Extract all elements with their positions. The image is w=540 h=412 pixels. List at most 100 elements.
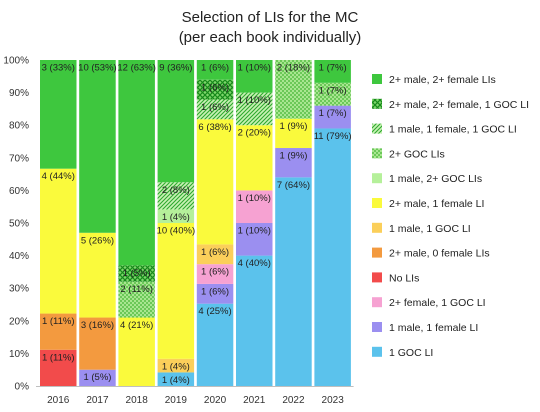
bar-segment — [118, 60, 155, 266]
bar-segment — [196, 264, 234, 284]
legend-label: 2+ male, 1 female LI — [389, 198, 484, 210]
bar-segment — [275, 148, 312, 178]
legend-label: 2+ female, 1 GOC LI — [389, 297, 486, 309]
legend-swatch — [372, 346, 382, 357]
bar-segment — [196, 119, 234, 245]
legend: 2+ male, 2+ female LIs 2+ male, 2+ female… — [372, 74, 529, 359]
bar-segment — [196, 79, 234, 100]
legend-item: 1 male, 1 female LI — [372, 322, 478, 334]
bar-segment — [79, 317, 116, 370]
bar-segment — [314, 105, 351, 129]
bar-segment — [236, 255, 273, 386]
legend-item: 2+ female, 1 GOC LI — [372, 297, 486, 309]
legend-swatch — [372, 272, 382, 283]
bar-segment — [79, 232, 116, 318]
legend-item: 1 male, 2+ GOC LIs — [372, 173, 482, 185]
bar-segment — [79, 60, 116, 233]
legend-swatch — [372, 297, 382, 308]
legend-item: 1 male, 1 GOC LI — [372, 222, 471, 235]
bar-segment — [118, 281, 155, 318]
bar-data-label: 1 (4%) — [162, 361, 190, 372]
legend-label: 1 male, 1 female LI — [389, 322, 478, 334]
y-tick-label: 90% — [9, 88, 29, 99]
legend-label: 2+ GOC LIs — [389, 148, 445, 160]
legend-label: 2+ male, 2+ female, 1 GOC LI — [389, 99, 529, 111]
legend-label: 1 male, 1 GOC LI — [389, 223, 471, 235]
bar-segment — [157, 60, 195, 183]
y-tick-label: 10% — [9, 349, 29, 360]
chart-title: Selection of LIs for the MC — [182, 9, 359, 26]
bar-segment — [157, 372, 195, 386]
bar-data-label: 4 (25%) — [198, 306, 231, 317]
bar-segment — [275, 177, 312, 386]
bar-segment — [40, 313, 77, 350]
bar-data-label: 2 (11%) — [120, 284, 153, 295]
bar-data-label: 1 (10%) — [238, 226, 271, 237]
bar-segment — [40, 168, 77, 314]
bar-data-label: 1 (10%) — [238, 63, 271, 74]
bar-data-label: 11 (79%) — [314, 131, 352, 142]
bar-data-label: 1 (5%) — [123, 268, 151, 279]
legend-item: No LIs — [372, 272, 419, 284]
bar-segment — [196, 303, 234, 386]
y-tick-label: 70% — [9, 153, 29, 164]
bar-segment — [236, 223, 273, 256]
bar-segment — [236, 92, 273, 126]
y-tick-label: 100% — [3, 56, 29, 67]
legend-swatch — [372, 173, 382, 184]
bar-data-label: 2 (20%) — [238, 128, 271, 139]
legend-label: 1 GOC LI — [389, 347, 433, 359]
bar-segment — [40, 60, 77, 169]
bar-segment — [157, 358, 195, 373]
legend-item: 2+ GOC LIs — [372, 148, 445, 160]
legend-swatch — [372, 198, 382, 208]
bar-data-label: 1 (6%) — [201, 247, 229, 258]
bar-data-label: 1 (7%) — [319, 85, 347, 96]
bar-data-label: 1 (6%) — [201, 286, 229, 297]
x-tick-label: 2022 — [282, 395, 305, 406]
x-tick-label: 2023 — [322, 395, 345, 406]
bar-data-label: 1 (4%) — [162, 375, 190, 386]
y-tick-label: 60% — [9, 186, 29, 197]
bar-segment — [236, 125, 273, 191]
x-axis: 2016 2017 2018 2019 2020 2021 2022 2023 — [36, 386, 354, 406]
legend-label: 1 male, 2+ GOC LIs — [389, 173, 482, 185]
legend-label: 1 male, 1 female, 1 GOC LI — [389, 124, 517, 136]
bar-data-label: 1 (7%) — [319, 63, 347, 74]
y-tick-label: 80% — [9, 121, 29, 132]
bar-data-label: 1 (11%) — [42, 316, 75, 327]
legend-item: 2+ male, 1 female LI — [372, 198, 484, 210]
bar-segment — [157, 182, 195, 210]
bar-segment — [157, 209, 195, 223]
y-tick-label: 0% — [15, 382, 30, 393]
bar-data-label: 4 (21%) — [120, 320, 153, 331]
chart-subtitle: (per each book individually) — [179, 29, 362, 46]
x-tick-label: 2021 — [243, 395, 266, 406]
bar-segment — [79, 369, 116, 386]
bar-data-label: 1 (7%) — [319, 108, 347, 119]
y-tick-label: 20% — [9, 316, 29, 327]
bar-segment — [196, 99, 234, 120]
bar-data-label: 1 (11%) — [42, 352, 75, 363]
x-tick-label: 2017 — [86, 395, 109, 406]
legend-swatch — [372, 98, 382, 109]
bar-segment — [236, 190, 273, 223]
bar-segment — [118, 317, 155, 386]
legend-item: 2+ male, 2+ female LIs — [372, 74, 496, 86]
legend-label: No LIs — [389, 272, 419, 284]
legend-swatch — [372, 222, 382, 233]
bar-data-label: 2 (18%) — [277, 63, 310, 74]
bar-segment — [314, 82, 351, 106]
bar-segment — [314, 128, 351, 386]
legend-item: 1 GOC LI — [372, 346, 433, 359]
bar-data-label: 2 (8%) — [162, 185, 190, 196]
bar-data-label: 10 (40%) — [157, 226, 196, 237]
legend-label: 2+ male, 0 female LIs — [389, 248, 490, 260]
bar-data-label: 1 (10%) — [238, 95, 271, 106]
bar-data-label: 1 (10%) — [238, 193, 271, 204]
bar-data-label: 1 (6%) — [201, 267, 229, 278]
x-tick-label: 2016 — [47, 395, 70, 406]
y-tick-label: 50% — [9, 219, 29, 230]
legend-swatch — [372, 148, 382, 159]
